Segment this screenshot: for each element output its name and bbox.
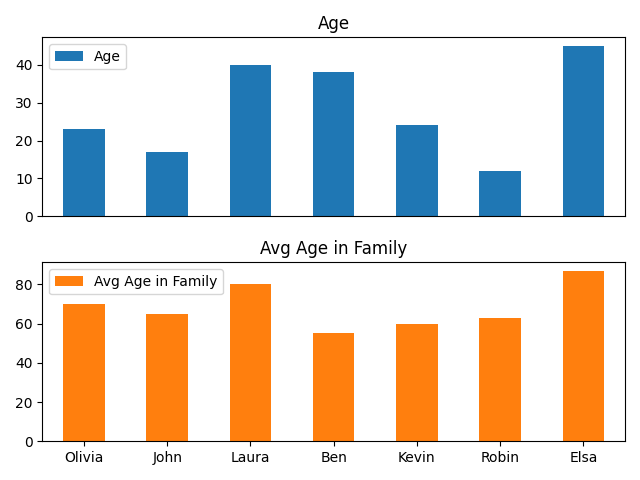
Bar: [63, 129, 105, 216]
Title: Age: Age: [317, 15, 349, 33]
Legend: Age: Age: [49, 44, 126, 70]
Bar: [147, 152, 188, 216]
Bar: [147, 314, 188, 441]
Bar: [563, 46, 604, 216]
Legend: Avg Age in Family: Avg Age in Family: [49, 269, 223, 294]
Bar: [396, 324, 438, 441]
Bar: [63, 304, 105, 441]
Bar: [230, 285, 271, 441]
Bar: [479, 171, 521, 216]
Bar: [230, 65, 271, 216]
Bar: [396, 125, 438, 216]
Bar: [479, 318, 521, 441]
Bar: [563, 271, 604, 441]
Bar: [313, 334, 355, 441]
Title: Avg Age in Family: Avg Age in Family: [260, 240, 407, 258]
Bar: [313, 72, 355, 216]
